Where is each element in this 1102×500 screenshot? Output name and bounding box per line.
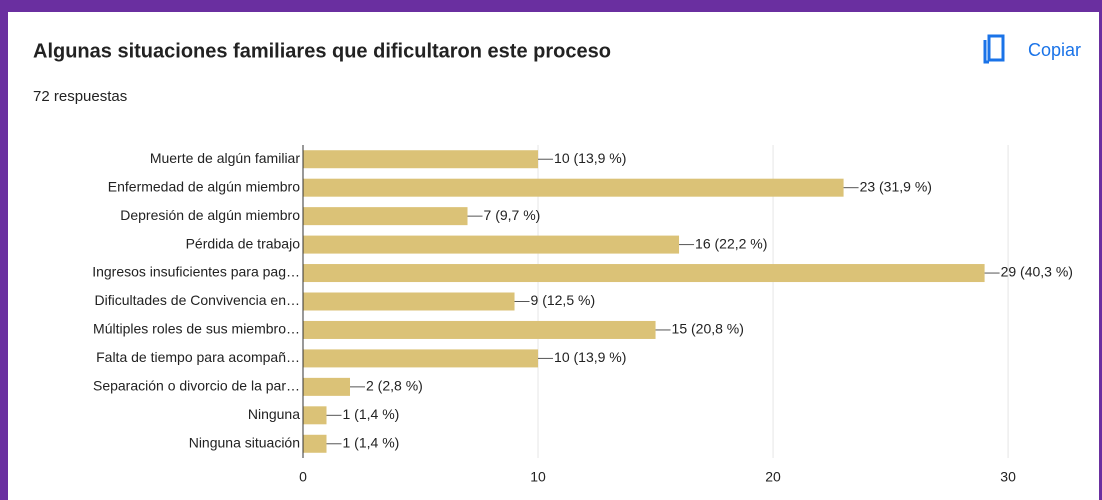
copy-label[interactable]: Copiar <box>1028 40 1081 60</box>
y-tick-label: Enfermedad de algún miembro <box>108 178 300 194</box>
value-label: 9 (12,5 %) <box>531 292 596 308</box>
bar <box>303 292 515 311</box>
y-tick-label: Ingresos insuficientes para pag… <box>92 264 300 280</box>
value-label: 10 (13,9 %) <box>554 349 626 365</box>
bar <box>303 406 327 425</box>
x-tick-label: 0 <box>299 469 307 485</box>
bar <box>303 434 327 453</box>
value-label: 2 (2,8 %) <box>366 378 423 394</box>
bar <box>303 207 468 226</box>
value-label: 1 (1,4 %) <box>343 406 400 422</box>
x-tick-label: 20 <box>765 469 781 485</box>
subtitle: 72 respuestas <box>33 88 127 105</box>
y-tick-label: Ninguna situación <box>189 434 300 450</box>
bar <box>303 264 985 283</box>
copy-icon <box>983 34 1005 64</box>
x-tick-label: 10 <box>530 469 546 485</box>
y-tick-label: Ninguna <box>248 406 300 422</box>
y-tick-label: Dificultades de Convivencia en… <box>95 292 300 308</box>
chart-title: Algunas situaciones familiares que dific… <box>33 40 611 62</box>
y-tick-label: Depresión de algún miembro <box>120 207 300 223</box>
bar <box>303 178 844 197</box>
bar <box>303 349 539 368</box>
value-label: 29 (40,3 %) <box>1001 264 1073 280</box>
x-tick-label: 30 <box>1000 469 1016 485</box>
value-label: 10 (13,9 %) <box>554 150 626 166</box>
value-label: 23 (31,9 %) <box>860 178 932 194</box>
value-label: 16 (22,2 %) <box>695 235 767 251</box>
y-tick-label: Muerte de algún familiar <box>150 150 301 166</box>
value-label: 7 (9,7 %) <box>484 207 541 223</box>
bar <box>303 235 680 254</box>
bar <box>303 320 656 339</box>
bar <box>303 150 539 169</box>
value-label: 15 (20,8 %) <box>672 321 744 337</box>
left-border <box>0 0 8 500</box>
y-tick-label: Falta de tiempo para acompañ… <box>96 349 300 365</box>
top-border <box>0 0 1102 12</box>
right-border <box>1099 0 1102 500</box>
y-tick-label: Pérdida de trabajo <box>186 235 301 251</box>
y-tick-label: Separación o divorcio de la par… <box>93 378 300 394</box>
bar <box>303 377 351 396</box>
copy-button[interactable]: Copiar <box>983 34 1081 64</box>
y-tick-label: Múltiples roles de sus miembro… <box>93 321 300 337</box>
value-label: 1 (1,4 %) <box>343 434 400 450</box>
